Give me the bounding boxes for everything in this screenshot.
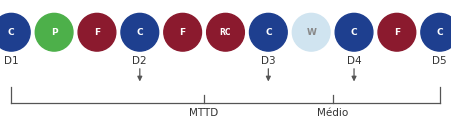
Text: D2: D2	[133, 56, 147, 66]
Text: P: P	[51, 28, 57, 37]
Text: D4: D4	[347, 56, 361, 66]
Ellipse shape	[207, 13, 244, 51]
Text: C: C	[8, 28, 14, 37]
Ellipse shape	[35, 13, 73, 51]
Text: C: C	[137, 28, 143, 37]
Ellipse shape	[292, 13, 330, 51]
Text: D3: D3	[261, 56, 276, 66]
Ellipse shape	[121, 13, 159, 51]
Ellipse shape	[335, 13, 373, 51]
Text: F: F	[179, 28, 186, 37]
Text: D1: D1	[4, 56, 18, 66]
Text: F: F	[394, 28, 400, 37]
Ellipse shape	[0, 13, 30, 51]
Text: RC: RC	[220, 28, 231, 37]
Text: C: C	[351, 28, 357, 37]
Ellipse shape	[378, 13, 416, 51]
Ellipse shape	[421, 13, 451, 51]
Text: C: C	[437, 28, 443, 37]
Ellipse shape	[164, 13, 202, 51]
Text: W: W	[306, 28, 316, 37]
Text: D5: D5	[433, 56, 447, 66]
Text: F: F	[94, 28, 100, 37]
Ellipse shape	[249, 13, 287, 51]
Text: C: C	[265, 28, 272, 37]
Text: MTTD: MTTD	[189, 108, 219, 118]
Ellipse shape	[78, 13, 116, 51]
Text: Médio: Médio	[317, 108, 348, 118]
